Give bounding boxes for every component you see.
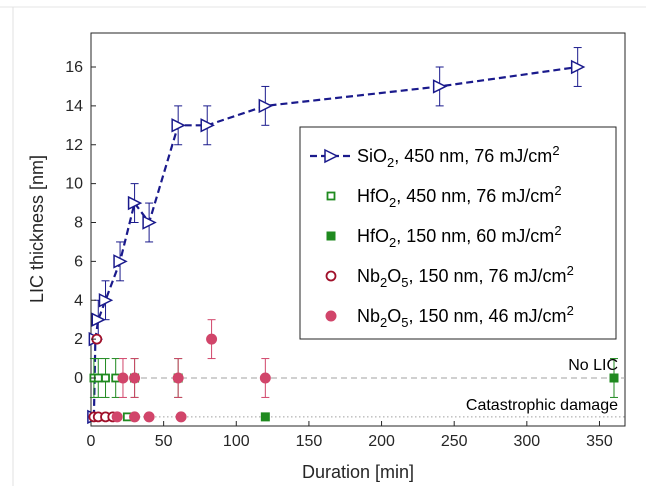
data-point xyxy=(172,372,184,384)
x-tick-label: 350 xyxy=(586,433,613,450)
legend-marker xyxy=(326,231,336,241)
data-point xyxy=(570,59,586,75)
data-point xyxy=(260,412,270,422)
data-point xyxy=(101,373,110,383)
data-point xyxy=(98,293,114,308)
y-tick-label: 10 xyxy=(65,176,83,193)
y-tick-label: 16 xyxy=(65,59,83,76)
data-point xyxy=(432,79,448,94)
x-tick-label: 300 xyxy=(513,433,540,450)
data-point xyxy=(129,411,141,423)
legend-marker xyxy=(325,270,337,282)
data-point xyxy=(129,372,141,384)
x-tick-label: 150 xyxy=(296,433,323,450)
data-point xyxy=(259,372,271,384)
y-tick-label: 4 xyxy=(74,292,83,309)
data-point xyxy=(609,373,619,383)
legend-label: HfO2, 450 nm, 76 mJ/cm2 xyxy=(357,183,562,210)
y-tick-label: 6 xyxy=(74,253,83,270)
y-tick-label: 12 xyxy=(65,137,83,154)
x-tick-label: 250 xyxy=(441,433,468,450)
x-tick-label: 100 xyxy=(223,433,250,450)
y-tick-label: 0 xyxy=(74,370,83,387)
legend-marker xyxy=(326,191,336,201)
data-point xyxy=(258,98,274,114)
legend: SiO2, 450 nm, 76 mJ/cm2 HfO2, 450 nm, 76 … xyxy=(299,126,617,340)
data-point xyxy=(127,195,143,211)
legend-marker xyxy=(325,310,337,322)
legend-box xyxy=(299,126,617,340)
data-point xyxy=(200,118,215,133)
x-tick-label: 0 xyxy=(87,433,96,450)
y-tick-label: 14 xyxy=(65,98,83,115)
legend-marker xyxy=(324,148,339,164)
x-axis-label: Duration [min] xyxy=(302,462,414,482)
data-point xyxy=(206,333,218,345)
series-4 xyxy=(111,319,271,423)
legend-item-3: Nb2O5, 150 nm, 76 mJ/cm2 xyxy=(325,263,574,290)
data-point xyxy=(171,118,186,133)
legend-label: HfO2, 150 nm, 60 mJ/cm2 xyxy=(357,223,562,250)
catastrophic-annotation: Catastrophic damage xyxy=(466,397,618,414)
legend-label: Nb2O5, 150 nm, 46 mJ/cm2 xyxy=(357,303,574,330)
data-point xyxy=(143,411,155,423)
legend-item-2: HfO2, 150 nm, 60 mJ/cm2 xyxy=(326,223,562,250)
legend-item-1: HfO2, 450 nm, 76 mJ/cm2 xyxy=(326,183,562,210)
data-point xyxy=(117,372,129,384)
data-point xyxy=(142,215,157,230)
no-lic-annotation: No LIC xyxy=(568,357,618,374)
data-point xyxy=(91,312,106,327)
legend-label: SiO2, 450 nm, 76 mJ/cm2 xyxy=(357,143,560,170)
data-point xyxy=(113,254,128,269)
legend-label: Nb2O5, 150 nm, 76 mJ/cm2 xyxy=(357,263,574,290)
y-tick-label: 2 xyxy=(74,331,83,348)
x-tick-label: 50 xyxy=(155,433,173,450)
data-point xyxy=(111,411,123,423)
y-axis-label: LIC thickness [nm] xyxy=(27,155,47,303)
x-tick-label: 200 xyxy=(368,433,395,450)
legend-item-4: Nb2O5, 150 nm, 46 mJ/cm2 xyxy=(325,303,574,330)
y-tick-label: 8 xyxy=(74,215,83,232)
data-point xyxy=(175,411,187,423)
legend-item-0: SiO2, 450 nm, 76 mJ/cm2 xyxy=(310,143,560,170)
